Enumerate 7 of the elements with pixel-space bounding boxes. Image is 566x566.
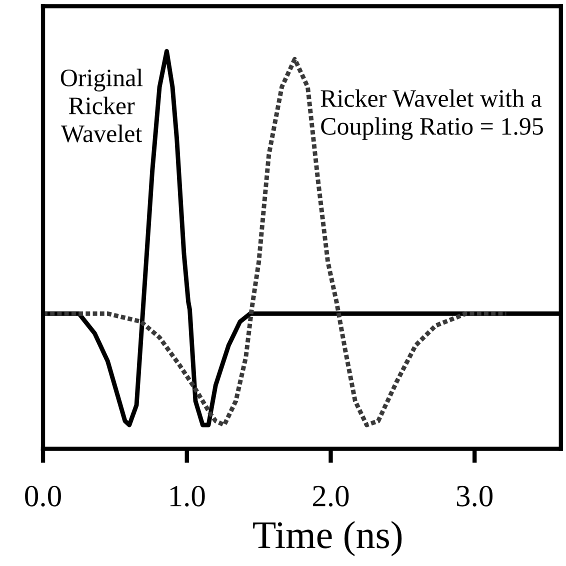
x-tick-label: 1.0: [170, 486, 205, 507]
series-label: Ricker Wavelet with a Coupling Ratio = 1.95: [320, 89, 543, 140]
x-tick-label: 0.0: [25, 486, 61, 507]
x-axis-title: Time (ns): [253, 520, 402, 556]
x-tick-label: 2.0: [312, 486, 349, 507]
x-tick-label: 3.0: [456, 486, 493, 507]
series-label: Original Ricker Wavelet: [60, 68, 143, 142]
